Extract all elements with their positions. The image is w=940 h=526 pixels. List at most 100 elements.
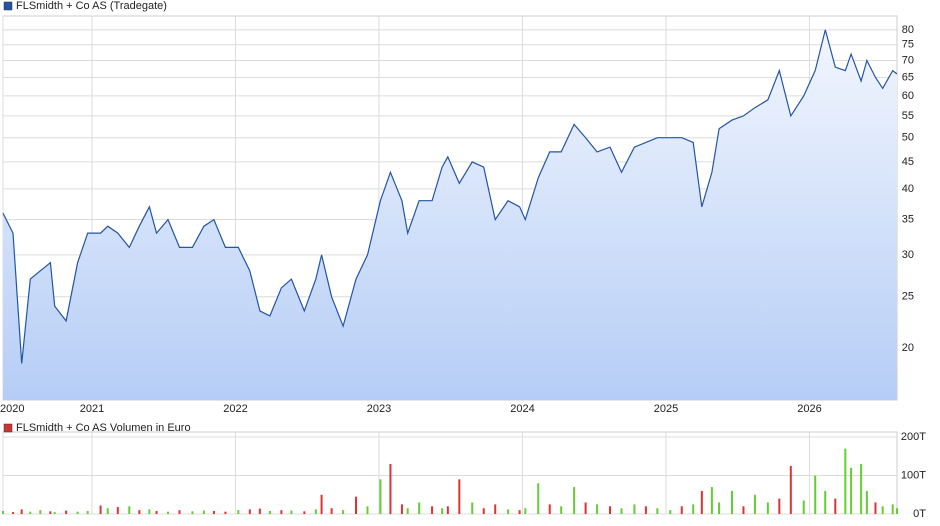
x-tick-label: 2025	[654, 403, 678, 415]
volume-bar	[106, 508, 109, 514]
legend-label: FLSmidth + Co AS (Tradegate)	[16, 0, 167, 12]
volume-bar	[778, 498, 781, 514]
volume-bar	[379, 479, 382, 514]
volume-bar	[537, 483, 540, 514]
y-tick-label: 20	[902, 342, 914, 354]
y-tick-label: 35	[902, 213, 914, 225]
volume-bar	[802, 500, 805, 514]
volume-bar	[400, 504, 403, 514]
volume-bar	[482, 508, 485, 514]
volume-bar	[178, 510, 181, 514]
volume-bar	[584, 502, 587, 514]
volume-bar	[314, 509, 317, 514]
volume-bar	[844, 448, 847, 514]
x-tick-label: 2022	[223, 403, 247, 415]
volume-bar	[753, 494, 756, 514]
y-tick-label: 0T	[913, 508, 926, 520]
volume-bar	[471, 502, 474, 514]
y-tick-label: 25	[902, 291, 914, 303]
volume-bar	[167, 511, 170, 514]
volume-bar	[431, 506, 434, 514]
legend-swatch	[3, 423, 13, 433]
volume-bar	[441, 508, 444, 514]
x-tick-label: 2021	[80, 403, 104, 415]
volume-bar	[644, 506, 647, 514]
volume-bar	[2, 510, 4, 514]
y-tick-label: 45	[902, 156, 914, 168]
area	[3, 29, 897, 401]
volume-bar	[692, 504, 695, 514]
volume-bar	[766, 502, 769, 514]
y-tick-label: 80	[902, 24, 914, 36]
volume-bar	[560, 506, 563, 514]
volume-bar	[669, 510, 672, 514]
volume-bar	[320, 494, 323, 514]
volume-bar	[824, 490, 827, 514]
volume-bar	[86, 510, 89, 514]
y-tick-label: 200T	[901, 431, 926, 443]
volume-bar	[718, 502, 721, 514]
y-tick-label: 55	[902, 110, 914, 122]
x-tick-label: 2026	[797, 403, 821, 415]
volume-bar	[891, 504, 894, 514]
volume-bar	[742, 506, 745, 514]
volume-bar	[342, 510, 345, 514]
volume-bar	[116, 507, 119, 514]
x-tick-label: 2023	[367, 403, 391, 415]
legend-label: FLSmidth + Co AS Volumen in Euro	[16, 422, 191, 434]
volume-bar	[656, 508, 659, 514]
volume-bar	[896, 508, 898, 514]
volume-bar	[248, 509, 251, 514]
x-tick-label: 2024	[510, 403, 534, 415]
volume-bar	[850, 467, 853, 514]
volume-bar	[596, 504, 599, 514]
volume-bar	[700, 490, 703, 514]
volume-bar	[524, 508, 527, 514]
price-line	[2, 29, 898, 364]
volume-bar	[224, 511, 227, 514]
volume-bar	[620, 508, 623, 514]
volume-bar	[814, 475, 817, 514]
volume-bar	[258, 508, 261, 514]
volume-bar	[609, 506, 612, 514]
volume-bar	[418, 502, 421, 514]
volume-bar	[710, 487, 713, 514]
y-tick-label: 50	[902, 132, 914, 144]
volume-bar	[12, 512, 15, 514]
volume-bar	[881, 506, 884, 514]
volume-bar	[20, 509, 23, 514]
volume-bar	[99, 505, 102, 514]
volume-bar	[65, 510, 68, 514]
y-tick-label: 70	[902, 54, 914, 66]
volume-bar	[548, 504, 551, 514]
volume-bar	[366, 506, 369, 514]
volume-bar	[29, 511, 32, 514]
volume-bar	[458, 479, 461, 514]
volume-bar	[789, 465, 792, 514]
volume-bar	[303, 511, 306, 514]
volume-bar	[573, 487, 576, 514]
volume-bar	[128, 506, 131, 514]
volume-bar	[834, 498, 837, 514]
y-tick-label: 75	[902, 39, 914, 51]
volume-bar	[237, 510, 240, 514]
legend-swatch	[3, 1, 13, 11]
volume-bar	[355, 496, 358, 514]
volume-bar	[138, 510, 141, 514]
volume-bar	[865, 490, 868, 514]
y-tick-label: 60	[902, 90, 914, 102]
volume-bar	[633, 504, 636, 514]
volume-bar	[212, 510, 215, 514]
volume-bar	[39, 510, 42, 514]
volume-bar	[446, 506, 449, 514]
volume-bar	[494, 504, 497, 514]
volume-bar	[389, 463, 392, 514]
volume-plot-frame	[2, 431, 898, 515]
volume-bar	[280, 510, 283, 514]
volume-bar	[330, 508, 333, 514]
volume-bar	[53, 512, 56, 514]
volume-bar	[406, 508, 409, 514]
volume-bar	[680, 506, 683, 514]
